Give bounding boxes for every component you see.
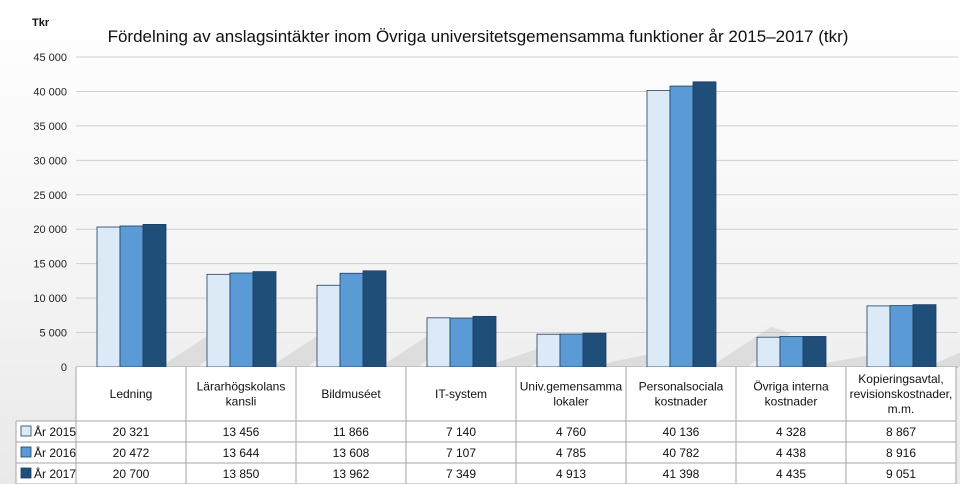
bar — [142, 223, 167, 368]
bar — [362, 270, 387, 368]
category-label: Ledning — [110, 387, 153, 401]
bar — [206, 273, 231, 368]
data-label: 9 051 — [886, 467, 916, 481]
table-body-bg — [16, 421, 956, 484]
bar — [472, 315, 497, 368]
chart-title: Fördelning av anslagsintäkter inom Övrig… — [108, 27, 849, 46]
bar — [646, 90, 671, 368]
bar — [229, 272, 254, 368]
category-label: kostnader — [765, 395, 818, 409]
data-label: 13 644 — [223, 446, 260, 460]
data-label: 7 349 — [446, 467, 476, 481]
legend-label: År 2015 — [34, 424, 76, 439]
bar — [559, 333, 584, 368]
data-label: 40 782 — [663, 446, 700, 460]
category-label: m.m. — [888, 402, 915, 416]
data-label: 13 850 — [223, 467, 260, 481]
category-label: lokaler — [553, 395, 588, 409]
legend-swatch — [20, 425, 32, 437]
bar — [582, 332, 607, 368]
legend-label: År 2016 — [34, 445, 76, 460]
data-label: 4 760 — [556, 425, 586, 439]
data-label: 13 962 — [333, 467, 370, 481]
data-label: 41 398 — [663, 467, 700, 481]
y-tick-label: 35 000 — [33, 121, 67, 133]
y-tick-label: 15 000 — [33, 259, 67, 271]
y-tick-label: 45 000 — [33, 52, 67, 64]
bar — [692, 81, 717, 368]
bar — [316, 284, 341, 368]
y-tick-label: 10 000 — [33, 293, 67, 305]
bar — [866, 305, 891, 368]
category-label: Personalsociala — [639, 380, 724, 394]
data-label: 4 913 — [556, 467, 586, 481]
y-tick-label: 25 000 — [33, 190, 67, 202]
y-axis-unit-label: Tkr — [32, 17, 50, 29]
data-label: 4 435 — [776, 467, 806, 481]
category-label: Övriga interna — [753, 380, 829, 394]
bar — [119, 225, 144, 368]
bar — [252, 271, 277, 368]
data-label: 20 700 — [113, 467, 150, 481]
category-label: IT-system — [435, 387, 487, 401]
category-label: Bildmuséet — [321, 387, 381, 401]
data-label: 11 866 — [333, 425, 369, 439]
bar — [756, 336, 781, 368]
y-tick-label: 0 — [61, 362, 67, 374]
data-label: 7 107 — [446, 446, 476, 460]
bar — [339, 272, 364, 368]
y-tick-label: 20 000 — [33, 224, 67, 236]
bar — [779, 336, 804, 368]
bar — [669, 85, 694, 368]
legend-swatch — [20, 467, 32, 479]
y-axis: 0 5 000 10 000 15 000 20 000 25 000 30 000 35 0… — [33, 52, 67, 374]
data-label: 20 472 — [113, 446, 150, 460]
bar — [449, 317, 474, 368]
data-label: 4 785 — [556, 446, 586, 460]
data-label: 20 321 — [113, 425, 150, 439]
bar — [536, 333, 561, 368]
bar — [426, 317, 451, 368]
category-label: revisionskostnader, — [850, 387, 953, 401]
data-label: 4 328 — [776, 425, 806, 439]
bar — [889, 305, 914, 368]
bar — [802, 336, 827, 368]
data-label: 40 136 — [663, 425, 700, 439]
bar-shadow — [936, 352, 960, 367]
category-label: Kopieringsavtal, — [858, 372, 943, 386]
y-tick-label: 40 000 — [33, 86, 67, 98]
category-label: Lärarhögskolans — [197, 380, 286, 394]
bar-layer — [96, 81, 937, 368]
data-label: 7 140 — [446, 425, 476, 439]
bar — [96, 226, 121, 368]
data-label: 8 916 — [886, 446, 916, 460]
data-label: 13 456 — [223, 425, 260, 439]
data-label: 8 867 — [886, 425, 916, 439]
y-tick-label: 5 000 — [39, 328, 67, 340]
legend-label: År 2017 — [34, 466, 76, 481]
category-label: kansli — [226, 395, 257, 409]
y-tick-label: 30 000 — [33, 155, 67, 167]
data-label: 13 608 — [333, 446, 370, 460]
data-label: 4 438 — [776, 446, 806, 460]
legend-swatch — [20, 446, 32, 458]
bar — [912, 304, 937, 368]
category-label: Univ.gemensamma — [520, 380, 623, 394]
category-label: kostnader — [655, 395, 708, 409]
